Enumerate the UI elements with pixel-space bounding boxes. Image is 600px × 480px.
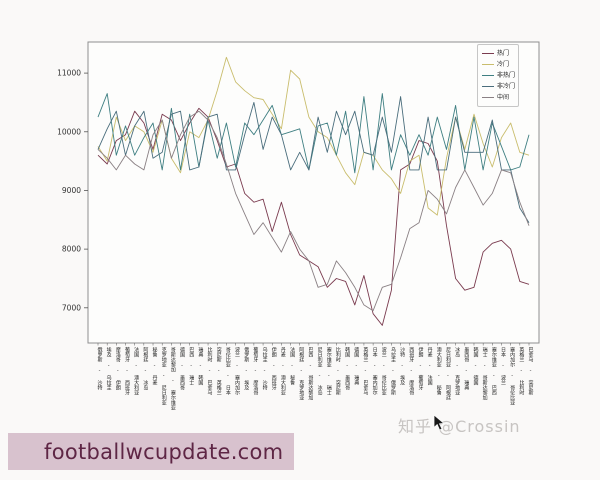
chart-legend: 热门冷门非热门非冷门中间: [477, 44, 519, 107]
axes-box: [87, 41, 540, 344]
legend-swatch-hot: [482, 53, 494, 54]
legend-label-non-cold: 非冷门: [497, 82, 516, 90]
y-axis: 7000 8000 9000 10000 11000: [57, 69, 88, 312]
legend-item-non-cold: 非冷门: [482, 81, 516, 92]
legend-swatch-cold: [482, 64, 494, 65]
legend-label-middle: 中间: [497, 93, 510, 101]
legend-item-hot: 热门: [482, 48, 516, 59]
legend-swatch-non-cold: [482, 86, 494, 87]
site-watermark-text: footballwcupdate.com: [44, 439, 284, 464]
series-line-non-cold: [97, 96, 530, 223]
site-watermark-banner: footballwcupdate.com: [8, 433, 294, 470]
legend-label-hot: 热门: [497, 49, 510, 57]
legend-swatch-middle: [482, 97, 494, 98]
y-tick-label: 9000: [62, 186, 81, 195]
legend-item-non-hot: 非热门: [482, 70, 516, 81]
zhihu-watermark: 知乎 @Crossin: [398, 417, 521, 436]
x-axis: [97, 343, 530, 346]
legend-item-cold: 冷门: [482, 59, 516, 70]
y-tick-label: 8000: [62, 245, 81, 254]
y-tick-label: 11000: [57, 69, 81, 78]
y-tick-label: 7000: [62, 303, 81, 312]
series-line-non-hot: [97, 93, 530, 174]
legend-label-non-hot: 非热门: [497, 71, 516, 79]
y-tick-label: 10000: [57, 127, 81, 136]
legend-item-middle: 中间: [482, 92, 516, 103]
legend-label-cold: 冷门: [497, 60, 510, 68]
legend-swatch-non-hot: [482, 75, 494, 76]
series-line-middle: [97, 110, 530, 312]
mouse-cursor-icon: [433, 415, 445, 431]
